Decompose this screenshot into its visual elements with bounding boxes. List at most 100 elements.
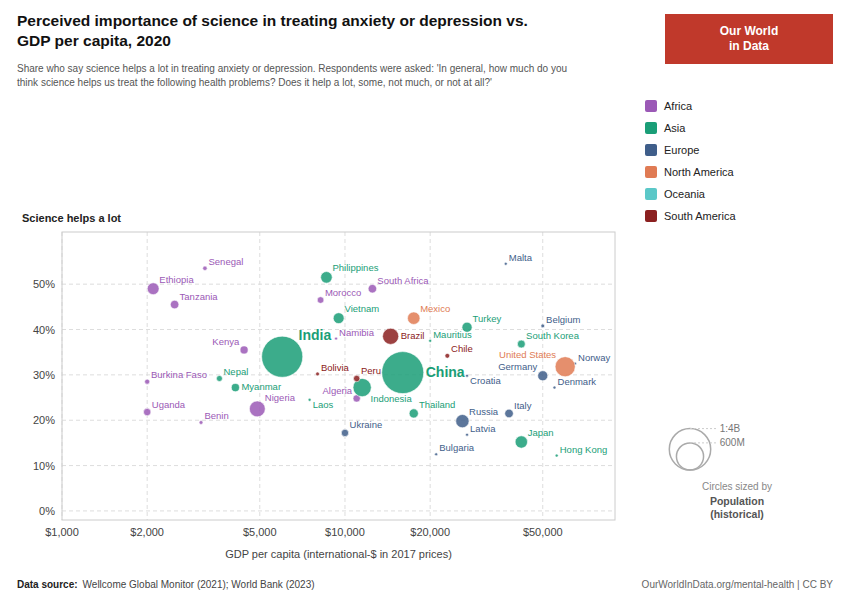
legend-swatch — [645, 188, 657, 200]
source-label: Data source: — [17, 579, 78, 590]
logo: Our Worldin Data — [665, 14, 833, 64]
bubble — [341, 429, 348, 436]
point-label: Denmark — [558, 376, 597, 387]
bubble — [240, 346, 248, 354]
point-label: Russia — [469, 406, 499, 417]
point-label: Italy — [514, 400, 532, 411]
legend-swatch — [645, 122, 657, 134]
point-label: Bulgaria — [439, 442, 475, 453]
size-legend-caption: Population(historical) — [710, 495, 764, 520]
grid-line-x — [259, 232, 260, 520]
bubble — [335, 337, 338, 340]
x-axis-label: GDP per capita (international-$ in 2017 … — [225, 548, 452, 560]
bubble — [555, 454, 558, 457]
bubble — [517, 340, 525, 348]
point-label: Kenya — [212, 336, 240, 347]
point-label: Namibia — [339, 327, 375, 338]
x-tick-label: $2,000 — [130, 526, 164, 538]
point-label: Indonesia — [371, 393, 413, 404]
bubble — [383, 328, 399, 344]
legend-swatch — [645, 100, 657, 112]
legend: AfricaAsiaEuropeNorth AmericaOceaniaSout… — [645, 100, 736, 222]
bubble — [143, 408, 150, 415]
point-label: Belgium — [546, 314, 580, 325]
point-label: Morocco — [325, 287, 361, 298]
grid-line-x — [344, 232, 345, 520]
point-label: Myanmar — [241, 381, 281, 392]
point-label: Ukraine — [350, 419, 383, 430]
bubble — [505, 409, 514, 418]
y-tick-label: 30% — [33, 369, 55, 381]
bubble — [145, 379, 150, 384]
bubble — [231, 383, 239, 391]
point-label: Peru — [361, 365, 381, 376]
bubble — [317, 297, 324, 304]
point-labels: ChinaIndiaUnited StatesIndonesiaBrazilNi… — [151, 252, 611, 455]
bubble — [407, 312, 420, 325]
bubble — [308, 398, 311, 401]
point-label: India — [299, 327, 332, 343]
y-tick-label: 50% — [33, 278, 55, 290]
point-label: Algeria — [323, 385, 353, 396]
point-label: Brazil — [401, 330, 425, 341]
grid-line-y — [62, 374, 615, 375]
bubble — [199, 421, 203, 425]
size-legend-label: 600M — [720, 437, 745, 448]
point-label: Ethiopia — [159, 274, 194, 285]
point-label: Benin — [204, 410, 228, 421]
legend-label: South America — [664, 210, 736, 222]
bubble — [515, 436, 527, 448]
point-label: Philippines — [332, 262, 378, 273]
bubble — [382, 352, 424, 394]
point-label: Bolivia — [321, 362, 350, 373]
bubbles — [143, 262, 576, 457]
credit: OurWorldInData.org/mental-health | CC BY — [642, 579, 834, 590]
y-tick-label: 40% — [33, 324, 55, 336]
grid — [62, 232, 615, 520]
bubble — [316, 372, 320, 376]
point-label: Hong Kong — [560, 444, 608, 455]
point-label: China — [426, 364, 465, 380]
bubble — [466, 374, 469, 377]
bubble — [538, 371, 548, 381]
y-tick-label: 20% — [33, 414, 55, 426]
bubble — [216, 376, 222, 382]
point-label: Nepal — [224, 366, 249, 377]
point-label: Vietnam — [344, 303, 379, 314]
point-label: Thailand — [419, 399, 455, 410]
title: Perceived importance of science in treat… — [17, 12, 528, 49]
legend-swatch — [645, 210, 657, 222]
logo-box — [665, 14, 833, 64]
point-label: Norway — [578, 352, 610, 363]
bubble — [504, 262, 507, 265]
point-label: Tanzania — [180, 291, 219, 302]
bubble — [435, 453, 438, 456]
point-label: Latvia — [470, 423, 496, 434]
bubble — [555, 357, 575, 377]
point-label: Croatia — [470, 375, 501, 386]
x-tick-label: $5,000 — [243, 526, 277, 538]
point-label: Turkey — [473, 313, 502, 324]
point-label: Malta — [509, 252, 533, 263]
subtitle: Share who say science helps a lot in tre… — [17, 63, 567, 88]
bubble — [456, 414, 469, 427]
bubble — [445, 353, 450, 358]
point-label: Mexico — [420, 303, 450, 314]
grid-line-y — [62, 284, 615, 285]
legend-label: North America — [664, 166, 735, 178]
grid-line-y — [62, 465, 615, 466]
bubble — [262, 336, 303, 377]
x-tick-label: $1,000 — [45, 526, 79, 538]
legend-label: Europe — [664, 144, 699, 156]
point-label: Germany — [498, 361, 537, 372]
bubble — [170, 300, 179, 309]
bubble — [553, 386, 556, 389]
size-legend-circle — [669, 429, 710, 470]
grid-line-y — [62, 510, 615, 511]
point-label: Chile — [451, 343, 473, 354]
point-label: Mauritius — [433, 329, 472, 340]
size-legend-title: Circles sized by — [702, 481, 772, 492]
plot-frame — [62, 232, 615, 520]
point-label: South Africa — [377, 275, 429, 286]
x-tick-label: $50,000 — [523, 526, 563, 538]
